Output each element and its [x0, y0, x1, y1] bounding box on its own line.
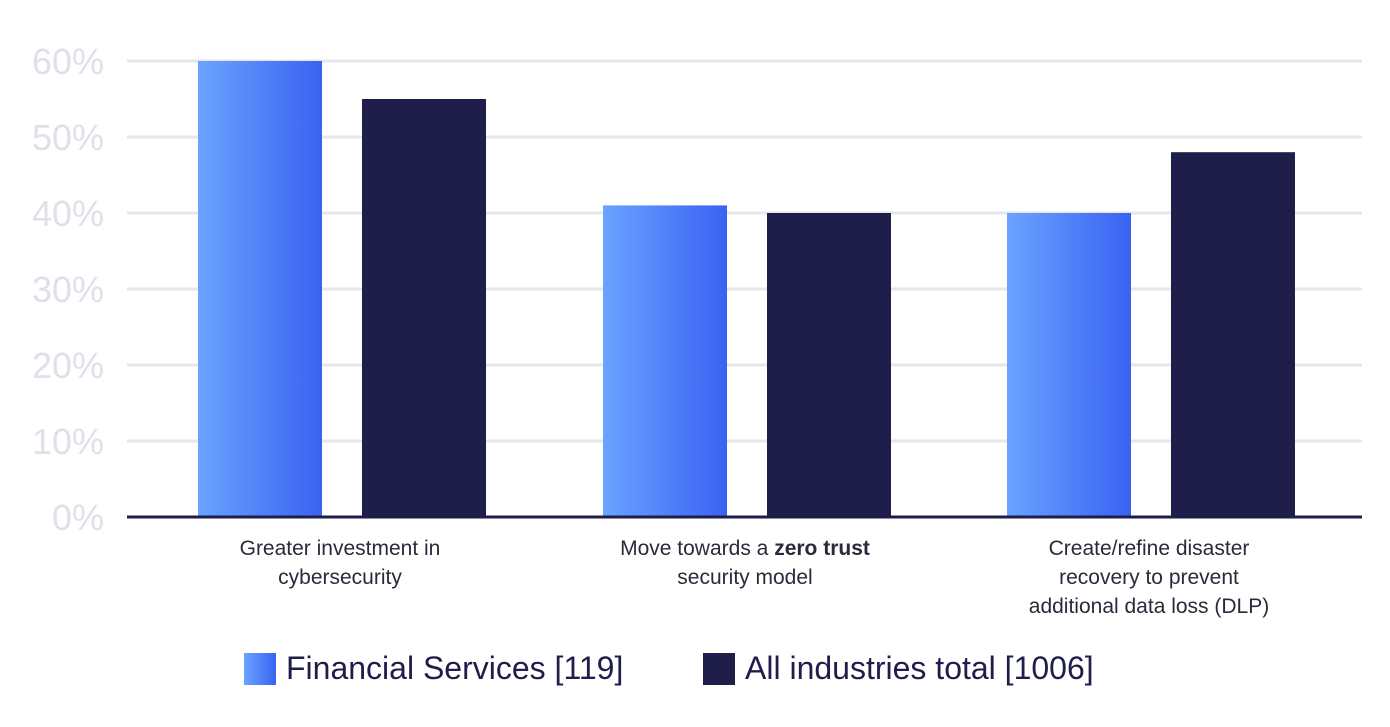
y-tick-label: 0%: [52, 497, 104, 538]
bar-all-industries: [767, 213, 891, 517]
bar-all-industries: [362, 99, 486, 517]
x-category-label: Move towards a zero trust security model: [620, 537, 870, 589]
y-tick-label: 20%: [32, 345, 104, 386]
legend-item-all-industries: All industries total [1006]: [703, 650, 1094, 687]
bar-all-industries: [1171, 152, 1295, 517]
y-tick-label: 10%: [32, 421, 104, 462]
y-axis-ticks: 0% 10% 20% 30% 40% 50% 60%: [32, 41, 104, 538]
gridlines: [127, 59, 1362, 443]
y-tick-label: 40%: [32, 193, 104, 234]
legend-item-financial-services: Financial Services [119]: [244, 650, 623, 687]
legend: Financial Services [119] All industries …: [0, 650, 1390, 700]
y-tick-label: 30%: [32, 269, 104, 310]
legend-label-all-industries: All industries total [1006]: [745, 650, 1094, 686]
legend-swatch-financial-services: [244, 652, 276, 685]
x-axis-labels: Greater investment in cybersecurity Move t…: [240, 537, 1270, 618]
x-category-label: Create/refine disaster recovery to preven…: [1029, 537, 1269, 618]
x-category-label: Greater investment in cybersecurity: [240, 537, 441, 589]
bars: [198, 61, 1295, 517]
y-tick-label: 60%: [32, 41, 104, 82]
legend-label-financial-services: Financial Services [119]: [286, 650, 624, 686]
y-tick-label: 50%: [32, 117, 104, 158]
bar-financial-services: [198, 61, 322, 517]
bar-financial-services: [1007, 213, 1131, 517]
legend-swatch-all-industries: [703, 652, 735, 685]
bar-financial-services: [603, 205, 727, 517]
bar-chart: 0% 10% 20% 30% 40% 50% 60% Greater investment …: [32, 41, 1362, 618]
